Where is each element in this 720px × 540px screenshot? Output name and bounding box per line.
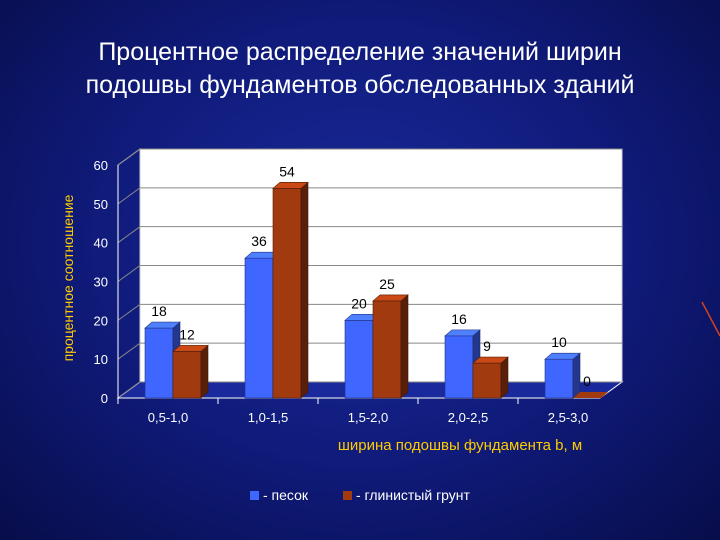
bar-top [172,345,209,352]
gridline [117,265,622,282]
bar-side [400,294,409,399]
data-label: 16 [451,311,467,327]
y-tick-label: 60 [94,158,108,173]
y-tick-label: 40 [94,236,108,251]
x-tick-label: 2,5-3,0 [548,410,588,425]
data-label: 18 [151,303,167,319]
y-tick-label: 30 [94,275,108,290]
bar-side [300,181,309,399]
data-label: 20 [351,295,367,311]
x-tick-label: 2,0-2,5 [448,410,488,425]
x-tick-label: 0,5-1,0 [148,410,188,425]
x-tick-label: 1,5-2,0 [348,410,388,425]
bar-side [572,352,581,399]
bar-front [544,358,574,399]
bar-front [444,335,474,399]
x-axis-label: ширина подошвы фундамента b, м [338,437,582,454]
y-tick-label: 50 [94,197,108,212]
data-label: 12 [179,326,195,342]
y-tick-label: 20 [94,313,108,328]
slide-title-line-2: подошвы фундаментов обследованных зданий [85,71,635,99]
bar-top [272,182,309,189]
bar-front [372,300,402,399]
bar-front [144,327,174,399]
data-label: 36 [251,233,267,249]
bar-front [172,351,202,399]
gridline [117,187,622,205]
y-tick-label: 10 [94,352,108,367]
data-label: 9 [483,338,491,354]
slide-title-line-1: Процентное распределение значений ширин [98,38,622,66]
data-label: 25 [379,276,395,292]
bar-side [200,344,209,399]
bar-front [272,188,302,399]
slide-title: Процентное распределение значений ширин … [0,36,720,102]
bar-top [444,329,481,337]
bar-side [500,356,509,399]
legend-label: - песок [263,487,309,503]
bar-top [544,352,581,360]
legend-swatch [250,491,259,500]
bar-top [144,321,181,329]
y-tick-label: 0 [101,391,108,406]
y-axis-label: процентное соотношение [60,194,76,361]
bar-top [472,356,509,364]
bar-top [372,294,409,302]
gridline [117,226,622,244]
data-label: 0 [583,373,591,389]
legend-label: - глинистый грунт [356,487,471,503]
x-tick-label: 1,0-1,5 [248,410,288,425]
bar-front [244,257,274,399]
gridline [117,303,622,321]
bar-front [344,320,374,399]
legend-swatch [343,491,352,500]
bar-top [573,392,608,398]
data-label: 54 [279,163,295,179]
data-label: 10 [551,334,567,350]
decorative-line [701,301,720,337]
bar-front [472,362,502,399]
gridline [117,148,622,166]
